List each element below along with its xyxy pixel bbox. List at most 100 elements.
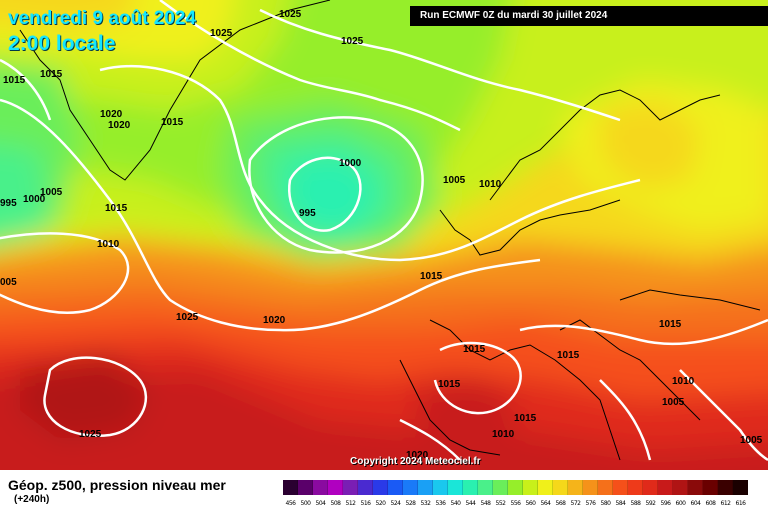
- scale-label: 508: [330, 500, 341, 507]
- scale-label: 528: [405, 500, 416, 507]
- isobar-label: 1025: [341, 36, 364, 47]
- color-scale: [283, 480, 748, 495]
- isobar-label: 1020: [108, 120, 131, 131]
- isobar-label: 1005: [40, 187, 63, 198]
- isobar-lines: [0, 0, 768, 460]
- isobar-label: 1015: [557, 350, 580, 361]
- scale-swatch: [733, 480, 748, 495]
- scale-swatch: [388, 480, 403, 495]
- scale-swatch: [418, 480, 433, 495]
- scale-label: 592: [645, 500, 656, 507]
- scale-swatch: [628, 480, 643, 495]
- scale-label: 524: [390, 500, 401, 507]
- scale-label: 536: [435, 500, 446, 507]
- isobar-label: 995: [0, 198, 17, 209]
- scale-swatch: [493, 480, 508, 495]
- isobar-label: 1020: [263, 315, 286, 326]
- forecast-time: 2:00 locale: [8, 32, 116, 55]
- scale-label: 520: [375, 500, 386, 507]
- scale-swatch: [343, 480, 358, 495]
- copyright-text: Copyright 2024 Meteociel.fr: [350, 456, 481, 467]
- scale-swatch: [583, 480, 598, 495]
- scale-swatch: [328, 480, 343, 495]
- color-scale-labels: 456 500 504 508 512 516 520 524 528 532 536 540 544 5…: [283, 500, 748, 510]
- isobar-label: 1000: [23, 194, 46, 205]
- isobar-label: 1020: [406, 450, 429, 461]
- scale-label: 572: [570, 500, 581, 507]
- scale-label: 540: [450, 500, 461, 507]
- isobar-label: 1015: [161, 117, 184, 128]
- isobar-label: 1020: [100, 109, 123, 120]
- isobar-label: 1005: [443, 175, 466, 186]
- isobar-label: 1015: [514, 413, 537, 424]
- scale-label: 596: [660, 500, 671, 507]
- scale-label: 532: [420, 500, 431, 507]
- isobar-label: 1010: [492, 429, 515, 440]
- isobar-labels: 1025 1025 1025 1015 1015 1020 1020 1015 …: [0, 9, 763, 461]
- scale-swatch: [658, 480, 673, 495]
- scale-label: 604: [690, 500, 701, 507]
- forecast-date: vendredi 9 août 2024: [8, 8, 196, 29]
- scale-label: 564: [540, 500, 551, 507]
- scale-swatch: [373, 480, 388, 495]
- scale-label: 576: [585, 500, 596, 507]
- isobar-label: 1000: [339, 158, 362, 169]
- scale-swatch: [448, 480, 463, 495]
- scale-label: 588: [630, 500, 641, 507]
- isobar-label: 1015: [40, 69, 63, 80]
- scale-swatch: [568, 480, 583, 495]
- scale-label: 548: [480, 500, 491, 507]
- scale-swatch: [643, 480, 658, 495]
- isobar-label: 005: [0, 277, 17, 288]
- scale-swatch: [523, 480, 538, 495]
- scale-swatch: [703, 480, 718, 495]
- scale-swatch: [283, 480, 298, 495]
- scale-label: 544: [465, 500, 476, 507]
- isobar-label: 1025: [176, 312, 199, 323]
- scale-label: 584: [615, 500, 626, 507]
- scale-label: 556: [510, 500, 521, 507]
- isobar-label: 1025: [79, 429, 102, 440]
- isobar-label: 995: [299, 208, 316, 219]
- scale-swatch: [598, 480, 613, 495]
- isobar-label: 1025: [279, 9, 302, 20]
- scale-swatch: [403, 480, 418, 495]
- scale-label: 516: [360, 500, 371, 507]
- scale-swatch: [433, 480, 448, 495]
- isobar-label: 1015: [105, 203, 128, 214]
- scale-label: 608: [705, 500, 716, 507]
- scale-label: 560: [525, 500, 536, 507]
- scale-swatch: [298, 480, 313, 495]
- scale-swatch: [508, 480, 523, 495]
- legend-title: Géop. z500, pression niveau mer: [8, 477, 226, 493]
- scale-swatch: [613, 480, 628, 495]
- isobar-label: 1015: [659, 319, 682, 330]
- scale-label: 616: [735, 500, 746, 507]
- isobar-label: 1005: [740, 435, 763, 446]
- isobar-label: 1015: [3, 75, 26, 86]
- scale-swatch: [538, 480, 553, 495]
- scale-label: 504: [315, 500, 326, 507]
- scale-label: 552: [495, 500, 506, 507]
- isobar-label: 1025: [210, 28, 233, 39]
- scale-swatch: [313, 480, 328, 495]
- isobar-label: 1015: [463, 344, 486, 355]
- weather-map: 1025 1025 1025 1015 1015 1020 1020 1015 …: [0, 0, 768, 470]
- scale-label: 580: [600, 500, 611, 507]
- isobar-label: 1010: [672, 376, 695, 387]
- isobar-label: 1010: [479, 179, 502, 190]
- scale-swatch: [688, 480, 703, 495]
- scale-swatch: [478, 480, 493, 495]
- scale-label: 500: [300, 500, 311, 507]
- scale-label: 612: [720, 500, 731, 507]
- isobar-label: 1015: [420, 271, 443, 282]
- model-run-banner: Run ECMWF 0Z du mardi 30 juillet 2024: [410, 6, 768, 26]
- scale-swatch: [553, 480, 568, 495]
- scale-swatch: [718, 480, 733, 495]
- geopotential-field: [0, 0, 768, 470]
- scale-label: 600: [675, 500, 686, 507]
- forecast-horizon: (+240h): [14, 494, 50, 505]
- isobar-label: 1015: [438, 379, 461, 390]
- isobar-label: 1005: [662, 397, 685, 408]
- scale-swatch: [463, 480, 478, 495]
